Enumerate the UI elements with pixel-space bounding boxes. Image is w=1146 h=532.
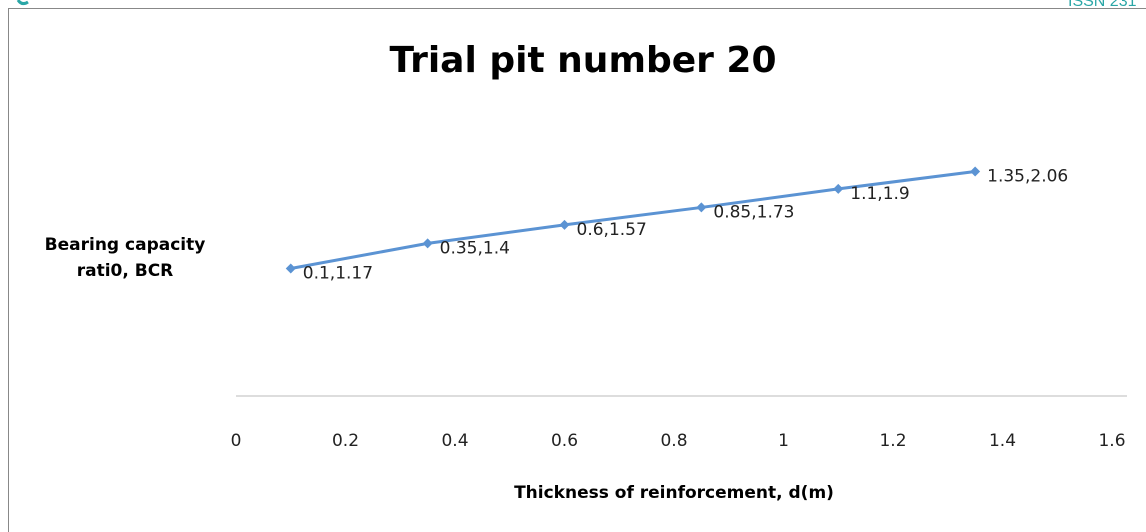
chart-title: Trial pit number 20	[389, 40, 776, 81]
logo-fragment	[16, 0, 29, 6]
y-axis-label: Bearing capacity rati0, BCR	[44, 235, 206, 281]
series-line	[290, 169, 976, 270]
data-label: 1.1,1.9	[850, 184, 909, 204]
data-label: 0.1,1.17	[303, 263, 373, 283]
data-point	[833, 183, 844, 194]
data-point	[696, 202, 707, 213]
x-tick-label: 1.6	[1098, 431, 1125, 451]
data-point	[559, 219, 570, 230]
x-tick-label: 1.4	[989, 431, 1016, 451]
x-tick-label: 0.4	[441, 431, 468, 451]
x-tick-label: 1	[778, 431, 789, 451]
x-tick-label: 0.2	[332, 431, 359, 451]
data-label: 1.35,2.06	[987, 166, 1068, 186]
data-point	[422, 238, 433, 249]
issn: ISSN 231	[1068, 0, 1137, 10]
x-tick-label: 0.6	[551, 431, 578, 451]
chart-border	[8, 8, 1146, 532]
data-point	[970, 166, 981, 177]
x-tick-label: 1.2	[879, 431, 906, 451]
x-tick-label: 0	[231, 431, 242, 451]
data-point	[285, 263, 296, 274]
data-label: 0.85,1.73	[713, 202, 794, 222]
x-tick-label: 0.8	[660, 431, 687, 451]
x-axis-label: Thickness of reinforcement, d(m)	[514, 483, 834, 503]
data-label: 0.6,1.57	[577, 220, 647, 240]
data-label: 0.35,1.4	[440, 238, 510, 258]
